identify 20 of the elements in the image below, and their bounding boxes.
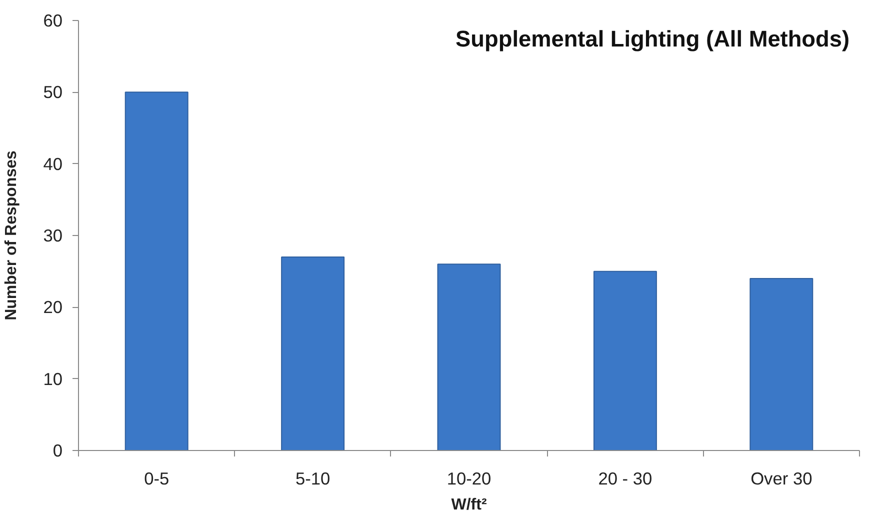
bar (437, 264, 501, 450)
bar (281, 256, 345, 450)
y-tick-label: 60 (43, 10, 63, 30)
y-tick-label: 20 (43, 297, 63, 318)
bar (593, 270, 657, 450)
x-tick-label: 0-5 (144, 468, 170, 488)
x-tick-label: Over 30 (750, 468, 812, 488)
y-tick-label: 50 (43, 82, 63, 102)
x-tick-label: 20 - 30 (598, 468, 652, 488)
y-tick-label: 0 (52, 440, 63, 460)
bar (124, 92, 188, 450)
y-tick-label: 40 (43, 154, 63, 174)
chart-title: Supplemental Lighting (All Methods) (456, 26, 850, 52)
bar (750, 278, 814, 450)
x-tick-label: 10-20 (446, 468, 492, 488)
y-tick-label: 30 (43, 226, 63, 246)
x-axis-title: W/ft² (451, 496, 487, 514)
y-axis-title: Number of Responses (3, 150, 20, 320)
y-tick-label: 10 (43, 368, 63, 389)
x-tick-label: 5-10 (295, 468, 330, 488)
